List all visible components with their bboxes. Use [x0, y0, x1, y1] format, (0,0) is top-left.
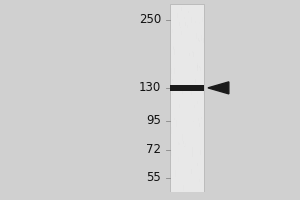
Bar [191, 169, 192, 174]
Bar [179, 104, 180, 108]
Bar [189, 53, 190, 56]
Bar [202, 28, 203, 34]
Bar [200, 67, 201, 71]
Bar [170, 85, 205, 91]
Bar [171, 121, 172, 122]
Bar [183, 185, 184, 191]
Bar [199, 179, 200, 182]
Bar [183, 141, 184, 144]
Bar [181, 7, 182, 11]
Bar [193, 52, 194, 57]
Bar [200, 150, 201, 155]
Bar [184, 146, 185, 147]
Bar [185, 22, 186, 26]
Bar [201, 35, 202, 41]
Bar [174, 68, 175, 74]
Bar [186, 86, 187, 89]
Bar [195, 21, 196, 23]
Bar [170, 4, 205, 192]
Bar [181, 31, 182, 35]
Bar [193, 121, 194, 122]
Bar [201, 117, 202, 119]
Bar [197, 101, 198, 104]
Bar [194, 147, 195, 149]
Bar [175, 170, 176, 177]
Bar [191, 17, 192, 23]
Bar [171, 150, 172, 156]
Bar [203, 91, 204, 95]
Bar [182, 134, 183, 141]
Bar [197, 114, 198, 121]
Bar [192, 51, 193, 53]
Bar [174, 49, 175, 55]
Bar [194, 105, 195, 108]
Bar [173, 46, 174, 50]
Bar [198, 118, 199, 121]
Text: 250: 250 [139, 13, 161, 26]
Bar [190, 67, 191, 72]
Bar [197, 65, 198, 71]
Bar [202, 65, 203, 68]
Bar [197, 63, 198, 68]
Bar [192, 152, 193, 157]
Bar [174, 118, 175, 120]
Bar [171, 68, 172, 74]
Bar [176, 120, 177, 127]
Bar [187, 25, 188, 28]
Text: 130: 130 [139, 81, 161, 94]
Bar [184, 17, 185, 19]
Bar [179, 22, 180, 26]
Bar [190, 97, 191, 102]
Bar [171, 127, 172, 134]
Text: 95: 95 [146, 114, 161, 127]
Polygon shape [208, 82, 229, 94]
Bar [202, 17, 203, 22]
Bar [203, 38, 204, 43]
Bar [185, 143, 186, 147]
Bar [179, 143, 180, 145]
Bar [201, 182, 202, 183]
Bar [196, 33, 197, 39]
Bar [199, 40, 200, 42]
Bar [188, 11, 189, 13]
Bar [198, 38, 199, 41]
Bar [195, 79, 196, 83]
Bar [172, 116, 173, 119]
Text: 55: 55 [146, 171, 161, 184]
Bar [177, 13, 178, 18]
Bar [199, 22, 200, 24]
Bar [191, 91, 192, 95]
Bar [202, 146, 203, 152]
Bar [197, 163, 198, 166]
Bar [173, 47, 174, 49]
Text: 72: 72 [146, 143, 161, 156]
Bar [192, 147, 193, 152]
Bar [182, 89, 183, 94]
Bar [172, 79, 173, 81]
